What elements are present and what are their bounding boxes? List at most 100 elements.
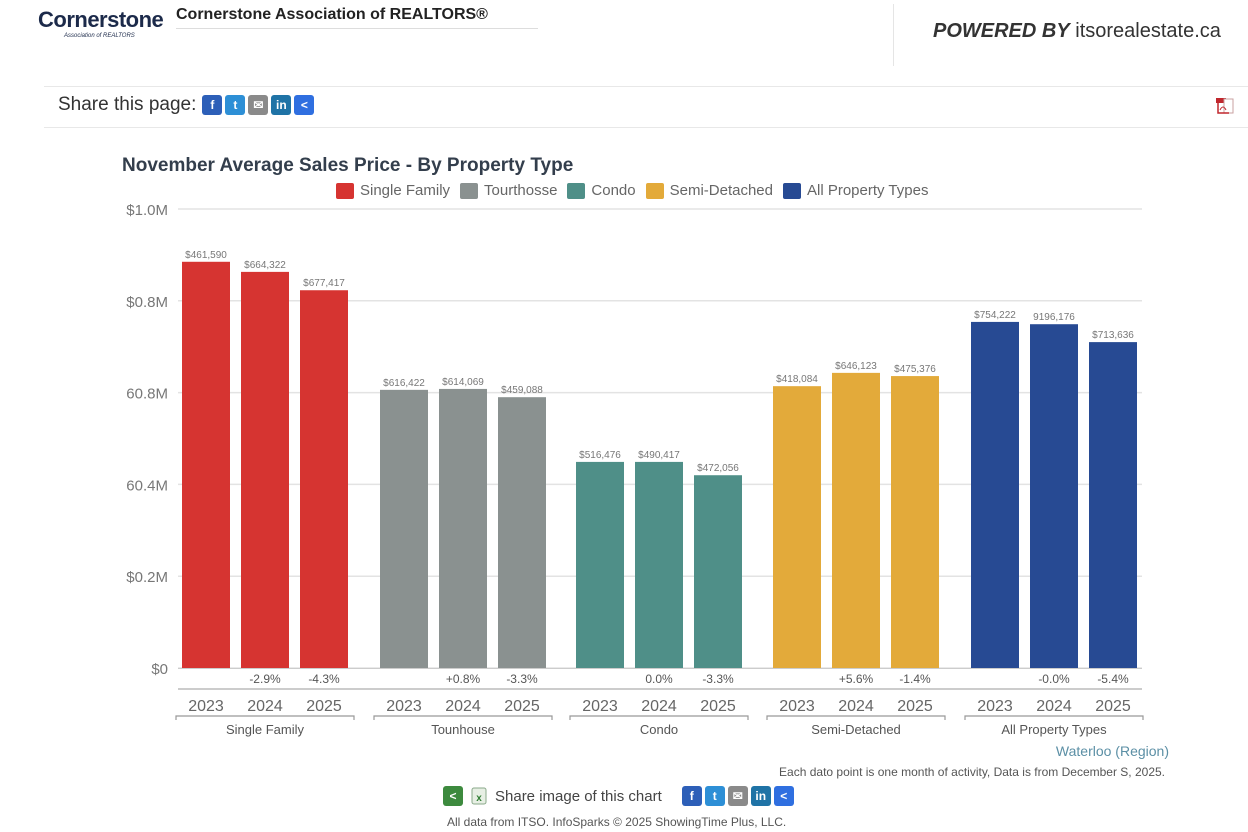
x-year-label: 2023: [779, 698, 815, 715]
bar-value-label: $754,222: [974, 310, 1016, 321]
chart-title: November Average Sales Price - By Proper…: [122, 155, 574, 176]
twitter-icon[interactable]: t: [704, 786, 725, 806]
legend-label: Single Family: [360, 182, 451, 199]
x-year-label: 2024: [641, 698, 677, 715]
legend-item[interactable]: Condo: [567, 182, 636, 199]
group-bracket: [766, 715, 946, 720]
bar-value-label: $418,084: [776, 374, 818, 385]
group-label: Semi-Detached: [811, 722, 901, 737]
bar-value-label: $472,056: [697, 463, 739, 474]
legend-item[interactable]: Single Family: [336, 182, 450, 199]
bar: [300, 290, 348, 668]
bar: [182, 261, 230, 668]
change-label: -5.4%: [1097, 672, 1129, 686]
bar-value-label: $614,069: [442, 377, 484, 388]
share-chart-icons: f t ✉ in <: [681, 786, 794, 806]
legend-label: Condo: [591, 182, 636, 199]
cornerstone-logo[interactable]: Cornerstone Association of REALTORS: [38, 7, 164, 42]
bar: [498, 397, 546, 668]
share-icon[interactable]: <: [773, 786, 794, 806]
logo-text: Cornerstone: [38, 7, 164, 32]
email-icon[interactable]: ✉: [727, 786, 748, 806]
bar: [1030, 324, 1078, 668]
group-label: Tounhouse: [431, 722, 495, 737]
legend-item[interactable]: All Property Types: [783, 182, 928, 199]
legend-swatch: [336, 182, 354, 199]
bar-value-label: $516,476: [579, 450, 621, 461]
share-green-icon[interactable]: <: [443, 786, 463, 806]
x-year-label: 2024: [1036, 698, 1072, 715]
legend-label: Semi-Detached: [669, 182, 773, 199]
bar-value-label: $475,376: [894, 364, 936, 375]
bar-value-label: $664,322: [244, 260, 286, 271]
facebook-icon[interactable]: f: [202, 95, 223, 115]
x-year-label: 2023: [386, 698, 422, 715]
bar: [694, 475, 742, 668]
y-tick-label: $0.8M: [126, 294, 168, 311]
x-year-label: 2025: [1095, 698, 1131, 715]
header-divider: [893, 4, 894, 66]
x-year-label: 2025: [504, 698, 540, 715]
bar: [241, 271, 289, 668]
chart-legend: Single Family Tourthosse Condo Semi-Detache…: [336, 182, 928, 199]
share-page-icons: f t ✉ in <: [202, 95, 315, 115]
bar-value-label: 9196,176: [1033, 312, 1075, 323]
group-label: Single Family: [226, 722, 305, 737]
pdf-icon[interactable]: [1214, 96, 1236, 116]
share-image-label: Share image of this chart: [495, 787, 662, 805]
legend-swatch: [645, 182, 664, 199]
powered-site: itsorealestate.ca: [1075, 20, 1221, 42]
group-bracket: [964, 715, 1144, 720]
change-label: 0.0%: [645, 672, 673, 686]
svg-text:x: x: [476, 793, 482, 804]
x-year-label: 2025: [897, 698, 933, 715]
bar-value-label: $646,123: [835, 361, 877, 372]
x-year-label: 2024: [247, 698, 283, 715]
bar-value-label: $677,417: [303, 278, 345, 289]
data-note: Each dato point is one month of activity…: [779, 765, 1165, 779]
share-page-row: Share this page: f t ✉ in <: [58, 94, 315, 116]
change-label: +5.6%: [839, 672, 874, 686]
legend-label: Tourthosse: [484, 182, 558, 199]
divider-top: [44, 86, 1248, 87]
excel-icon[interactable]: x: [469, 786, 489, 806]
organization-title: Cornerstone Association of REALTORS®: [176, 6, 538, 29]
group-bracket: [569, 715, 749, 720]
bar: [971, 321, 1019, 668]
bar-value-label: $616,422: [383, 378, 425, 389]
bar: [380, 389, 428, 668]
change-label: -3.3%: [702, 672, 734, 686]
bar: [439, 388, 487, 668]
linkedin-icon[interactable]: in: [271, 95, 292, 115]
facebook-icon[interactable]: f: [681, 786, 702, 806]
powered-by[interactable]: POWERED BY itsorealestate.ca: [933, 20, 1221, 43]
share-page-label: Share this page:: [58, 94, 197, 115]
bar-value-label: $713,636: [1092, 330, 1134, 341]
group-bracket: [373, 715, 553, 720]
powered-prefix: POWERED BY: [933, 20, 1070, 42]
x-year-label: 2025: [700, 698, 736, 715]
legend-item[interactable]: Semi-Detached: [645, 182, 773, 199]
group-label: Condo: [640, 722, 678, 737]
bar: [773, 386, 821, 668]
legend-item[interactable]: Tourthosse: [460, 182, 557, 199]
change-label: -3.3%: [506, 672, 538, 686]
group-label: All Property Types: [1001, 722, 1107, 737]
y-tick-label: $1.0M: [126, 202, 168, 219]
x-year-label: 2023: [582, 698, 618, 715]
legend-swatch: [783, 182, 801, 199]
bar: [891, 376, 939, 668]
divider-bottom: [44, 127, 1248, 128]
x-year-label: 2023: [977, 698, 1013, 715]
change-label: +0.8%: [446, 672, 481, 686]
legend-swatch: [567, 182, 586, 199]
region-link[interactable]: Waterloo (Region): [1055, 743, 1169, 759]
x-year-label: 2024: [445, 698, 481, 715]
y-tick-label: 60.4M: [126, 477, 168, 494]
change-label: -1.4%: [899, 672, 931, 686]
email-icon[interactable]: ✉: [248, 95, 269, 115]
twitter-icon[interactable]: t: [225, 95, 246, 115]
linkedin-icon[interactable]: in: [750, 786, 771, 806]
share-icon[interactable]: <: [294, 95, 315, 115]
y-tick-label: 60.8M: [126, 386, 168, 403]
